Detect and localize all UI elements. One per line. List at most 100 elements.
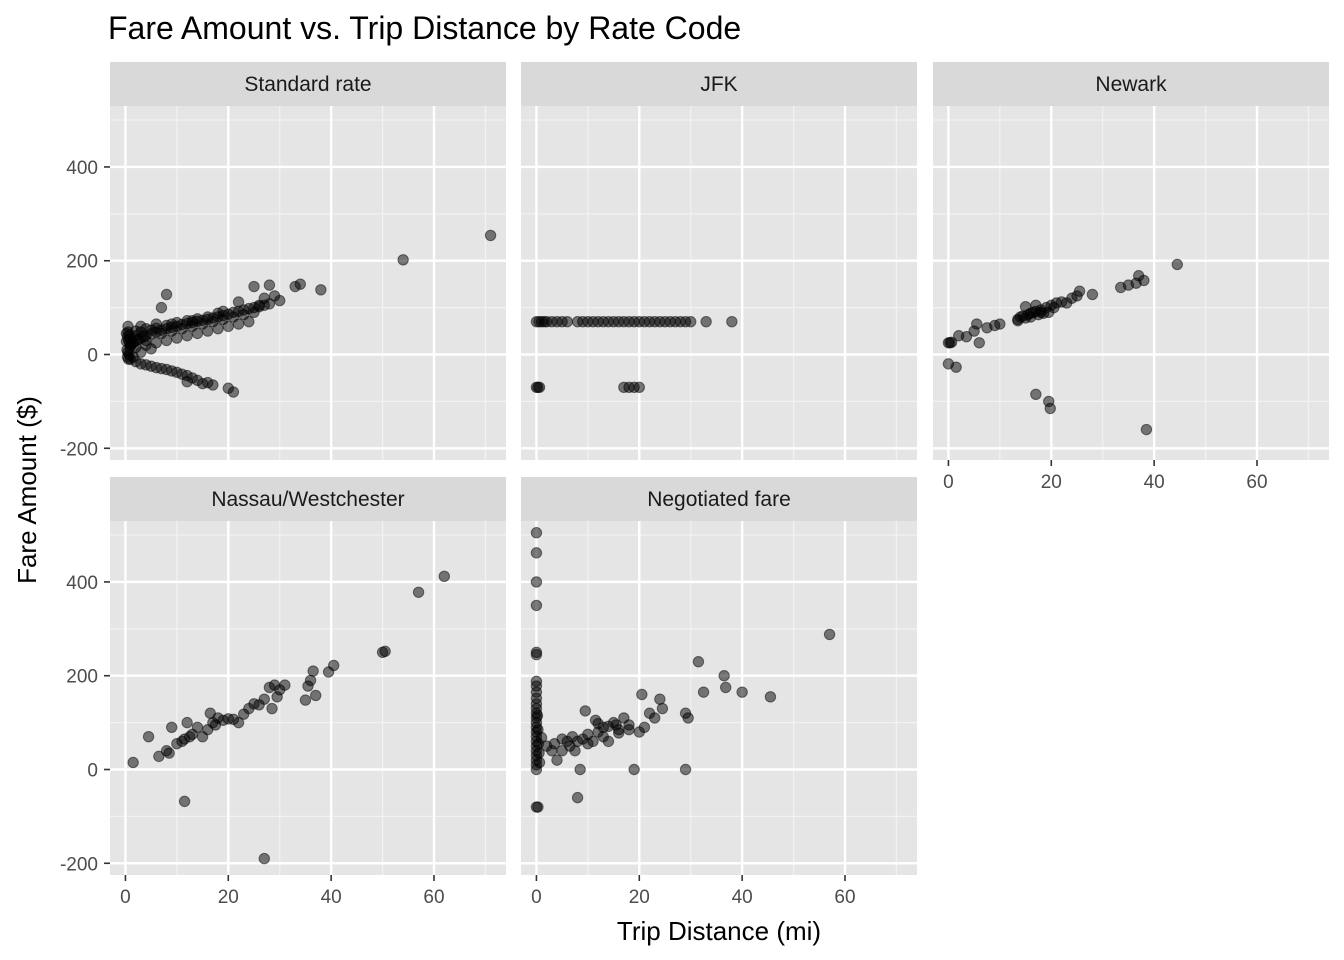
data-point xyxy=(122,320,134,333)
data-point xyxy=(307,665,319,677)
data-point xyxy=(531,709,544,722)
data-point xyxy=(597,730,609,743)
data-point xyxy=(207,379,219,391)
data-point xyxy=(636,688,648,701)
data-point xyxy=(973,337,985,349)
panel-background xyxy=(521,106,917,460)
facet-strip xyxy=(521,477,917,521)
y-tick-label: -200 xyxy=(60,854,98,875)
data-point xyxy=(571,791,584,804)
data-point xyxy=(1140,423,1153,436)
facet-standard-rate: Standard rate -200 0 200 400 xyxy=(60,62,506,460)
data-point xyxy=(266,702,278,715)
facet-strip-label: JFK xyxy=(700,73,737,96)
data-point xyxy=(718,670,730,682)
x-tick-label: 40 xyxy=(1144,472,1165,493)
data-point xyxy=(535,731,548,744)
data-point xyxy=(551,754,563,766)
data-point xyxy=(248,280,260,293)
data-point xyxy=(127,756,139,769)
data-point xyxy=(679,763,692,776)
data-point xyxy=(654,693,666,705)
data-point xyxy=(258,852,270,865)
data-point xyxy=(166,318,178,330)
data-point xyxy=(530,599,543,612)
y-tick-label: 200 xyxy=(66,252,98,273)
data-point xyxy=(628,763,640,776)
x-tick-label: 20 xyxy=(218,887,239,908)
data-point xyxy=(533,756,546,769)
data-point xyxy=(971,318,983,330)
facet-strip-label: Newark xyxy=(1095,73,1167,96)
y-tick-label: 0 xyxy=(87,346,98,367)
facet-strip-label: Standard rate xyxy=(244,73,371,96)
data-point xyxy=(274,294,286,307)
data-point xyxy=(140,323,152,335)
data-point xyxy=(530,547,543,559)
data-point xyxy=(726,315,738,328)
data-point xyxy=(328,659,340,672)
data-point xyxy=(196,318,209,330)
y-tick-label: 0 xyxy=(87,761,98,782)
data-point xyxy=(638,721,651,734)
data-point xyxy=(592,717,604,730)
data-point xyxy=(530,648,543,661)
data-point xyxy=(623,723,635,736)
data-point xyxy=(150,318,162,330)
data-point xyxy=(412,586,425,598)
data-point xyxy=(304,674,317,687)
data-point xyxy=(315,284,327,296)
data-point xyxy=(1138,274,1150,287)
data-point xyxy=(633,381,645,394)
data-point xyxy=(124,332,137,344)
facet-newark: Newark 0 20 40 60 xyxy=(933,62,1329,493)
data-point xyxy=(217,305,229,318)
data-point xyxy=(530,576,543,588)
x-tick-label: 60 xyxy=(1246,472,1267,493)
data-point xyxy=(178,795,191,808)
facet-strip xyxy=(521,62,917,106)
data-point xyxy=(145,343,157,355)
data-point xyxy=(258,693,270,705)
data-point xyxy=(232,296,245,308)
data-point xyxy=(140,334,152,347)
facet-jfk: JFK xyxy=(521,62,917,460)
facet-strip xyxy=(110,62,506,106)
y-tick-label: 400 xyxy=(66,573,98,594)
data-point xyxy=(160,288,173,301)
data-point xyxy=(719,681,732,694)
panel-background xyxy=(521,521,917,875)
data-point xyxy=(438,570,450,583)
data-point xyxy=(227,386,240,398)
data-point xyxy=(1030,388,1042,401)
data-point xyxy=(181,716,193,729)
facet-strip-label: Nassau/Westchester xyxy=(211,488,404,511)
data-point xyxy=(166,721,178,734)
data-point xyxy=(530,527,543,539)
data-point xyxy=(950,361,962,373)
data-point xyxy=(191,721,204,734)
data-point xyxy=(945,336,958,349)
data-point xyxy=(181,375,193,388)
data-point xyxy=(700,315,712,328)
y-axis-title: Fare Amount ($) xyxy=(12,396,42,584)
data-point xyxy=(397,254,409,266)
x-tick-label: 20 xyxy=(629,887,650,908)
data-point xyxy=(574,763,586,776)
data-point xyxy=(682,712,694,724)
data-point xyxy=(602,720,615,733)
data-point xyxy=(823,628,836,641)
data-point xyxy=(227,311,240,323)
x-tick-label: 60 xyxy=(834,887,855,908)
data-point xyxy=(579,705,591,717)
data-point xyxy=(153,750,165,763)
facet-nassau-westchester: Nassau/Westchester -200 0 200 400 0 20 40 60 xyxy=(60,477,506,908)
data-point xyxy=(379,645,391,658)
x-tick-label: 0 xyxy=(120,887,131,908)
y-tick-label: 200 xyxy=(66,667,98,688)
data-point xyxy=(176,323,188,335)
data-point xyxy=(582,738,594,750)
data-point xyxy=(263,279,276,291)
facet-negotiated-fare: Negotiated fare 0 20 40 60 xyxy=(521,477,917,908)
